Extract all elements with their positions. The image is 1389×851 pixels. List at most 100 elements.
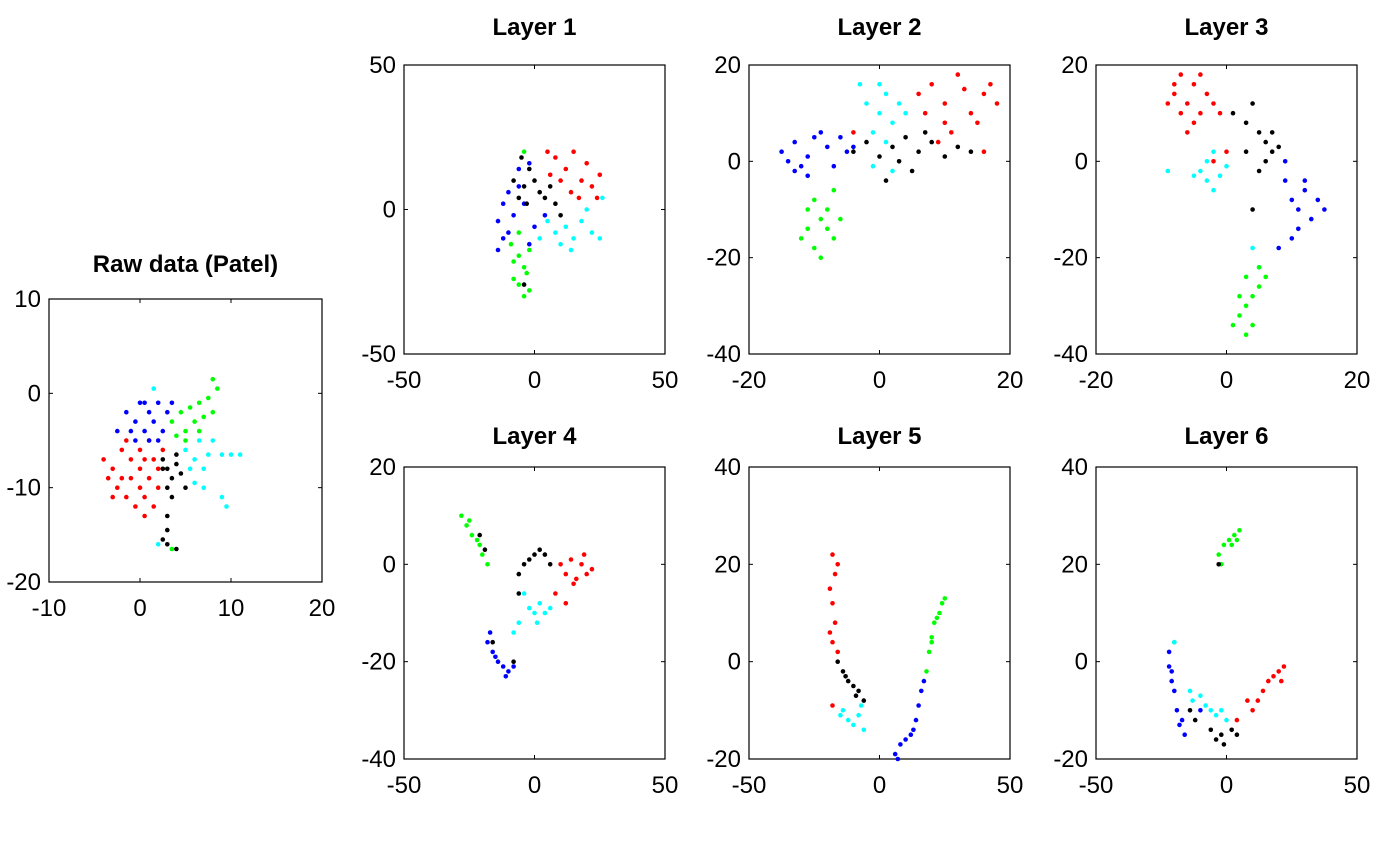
data-point <box>1269 149 1275 154</box>
data-point <box>1302 178 1308 183</box>
data-point <box>516 166 522 172</box>
data-point <box>840 669 846 674</box>
data-point <box>1216 552 1221 557</box>
data-point <box>547 605 553 611</box>
data-point <box>792 168 797 174</box>
data-point <box>133 419 138 424</box>
y-tick-label: 0 <box>28 380 41 407</box>
data-point <box>922 130 928 135</box>
data-point <box>1224 163 1229 169</box>
data-point <box>870 130 876 135</box>
series-4 <box>924 596 948 674</box>
data-point <box>155 438 161 443</box>
data-point <box>490 639 496 645</box>
data-point <box>1250 322 1255 328</box>
plot-area <box>748 466 1011 760</box>
data-point <box>174 461 179 467</box>
data-point <box>1221 742 1227 747</box>
data-point <box>119 447 125 453</box>
series-1 <box>477 532 553 664</box>
panel-title: Layer 1 <box>492 14 576 41</box>
data-point <box>825 207 830 212</box>
x-tick-label: 20 <box>309 595 336 622</box>
data-point <box>1243 274 1249 280</box>
data-point <box>877 154 882 159</box>
x-tick-label: 0 <box>133 595 146 622</box>
data-point <box>201 414 206 420</box>
data-point <box>1172 688 1177 694</box>
data-point <box>1211 187 1216 193</box>
data-point <box>1256 168 1262 174</box>
data-point <box>537 601 542 606</box>
series-4 <box>151 386 243 547</box>
data-point <box>524 270 529 276</box>
panel-title: Layer 5 <box>837 423 921 450</box>
data-point <box>1250 101 1255 106</box>
data-point <box>835 562 840 567</box>
data-point <box>183 447 188 453</box>
data-point <box>459 513 464 518</box>
data-point <box>1234 717 1240 723</box>
data-point <box>600 195 605 201</box>
scatter-panel-6: -50 0 50 -20 0 20 40 Layer 6 <box>1053 423 1370 799</box>
data-point <box>155 485 161 491</box>
series-0 <box>459 513 490 567</box>
data-point <box>477 542 483 548</box>
plot-area <box>1095 64 1358 355</box>
data-point <box>508 241 514 247</box>
x-tick-label: 50 <box>1344 772 1371 799</box>
data-point <box>146 438 152 443</box>
data-point <box>830 601 835 606</box>
data-point <box>955 72 961 77</box>
data-point <box>981 149 987 154</box>
data-point <box>975 120 980 126</box>
data-point <box>1190 698 1195 703</box>
data-point <box>571 581 576 587</box>
series-4 <box>1234 664 1287 723</box>
data-point <box>898 742 903 747</box>
x-tick-label: 10 <box>218 595 245 622</box>
data-point <box>516 195 522 201</box>
data-point <box>464 523 469 528</box>
data-point <box>1203 703 1208 708</box>
data-point <box>537 236 542 241</box>
data-point <box>916 149 921 154</box>
data-point <box>942 120 948 126</box>
data-point <box>237 452 243 457</box>
data-point <box>482 547 488 552</box>
panel-title: Layer 2 <box>837 14 921 41</box>
data-point <box>169 475 175 481</box>
data-point <box>1250 293 1255 299</box>
data-point <box>934 615 940 621</box>
data-point <box>558 178 563 183</box>
data-point <box>1281 664 1287 669</box>
data-point <box>942 596 948 601</box>
data-point <box>597 172 603 178</box>
data-point <box>1282 178 1288 183</box>
data-point <box>895 756 901 762</box>
data-point <box>851 149 856 154</box>
data-point <box>903 135 908 140</box>
data-point <box>532 552 537 557</box>
data-point <box>110 494 115 500</box>
data-point <box>563 601 569 606</box>
data-point <box>487 630 493 635</box>
data-point <box>838 712 843 718</box>
data-point <box>1198 72 1203 77</box>
data-point <box>1198 168 1203 174</box>
series-2 <box>1276 159 1327 251</box>
y-tick-label: 0 <box>728 148 741 175</box>
data-point <box>1263 139 1268 145</box>
data-point <box>1266 678 1271 684</box>
data-point <box>1256 284 1262 289</box>
data-point <box>1178 110 1184 116</box>
x-tick-label: 0 <box>528 772 541 799</box>
series-0 <box>827 552 840 708</box>
data-point <box>968 110 974 116</box>
data-point <box>553 201 558 206</box>
data-point <box>932 620 937 625</box>
data-point <box>830 703 835 708</box>
data-point <box>516 253 522 258</box>
data-point <box>553 155 558 160</box>
data-point <box>922 110 928 116</box>
